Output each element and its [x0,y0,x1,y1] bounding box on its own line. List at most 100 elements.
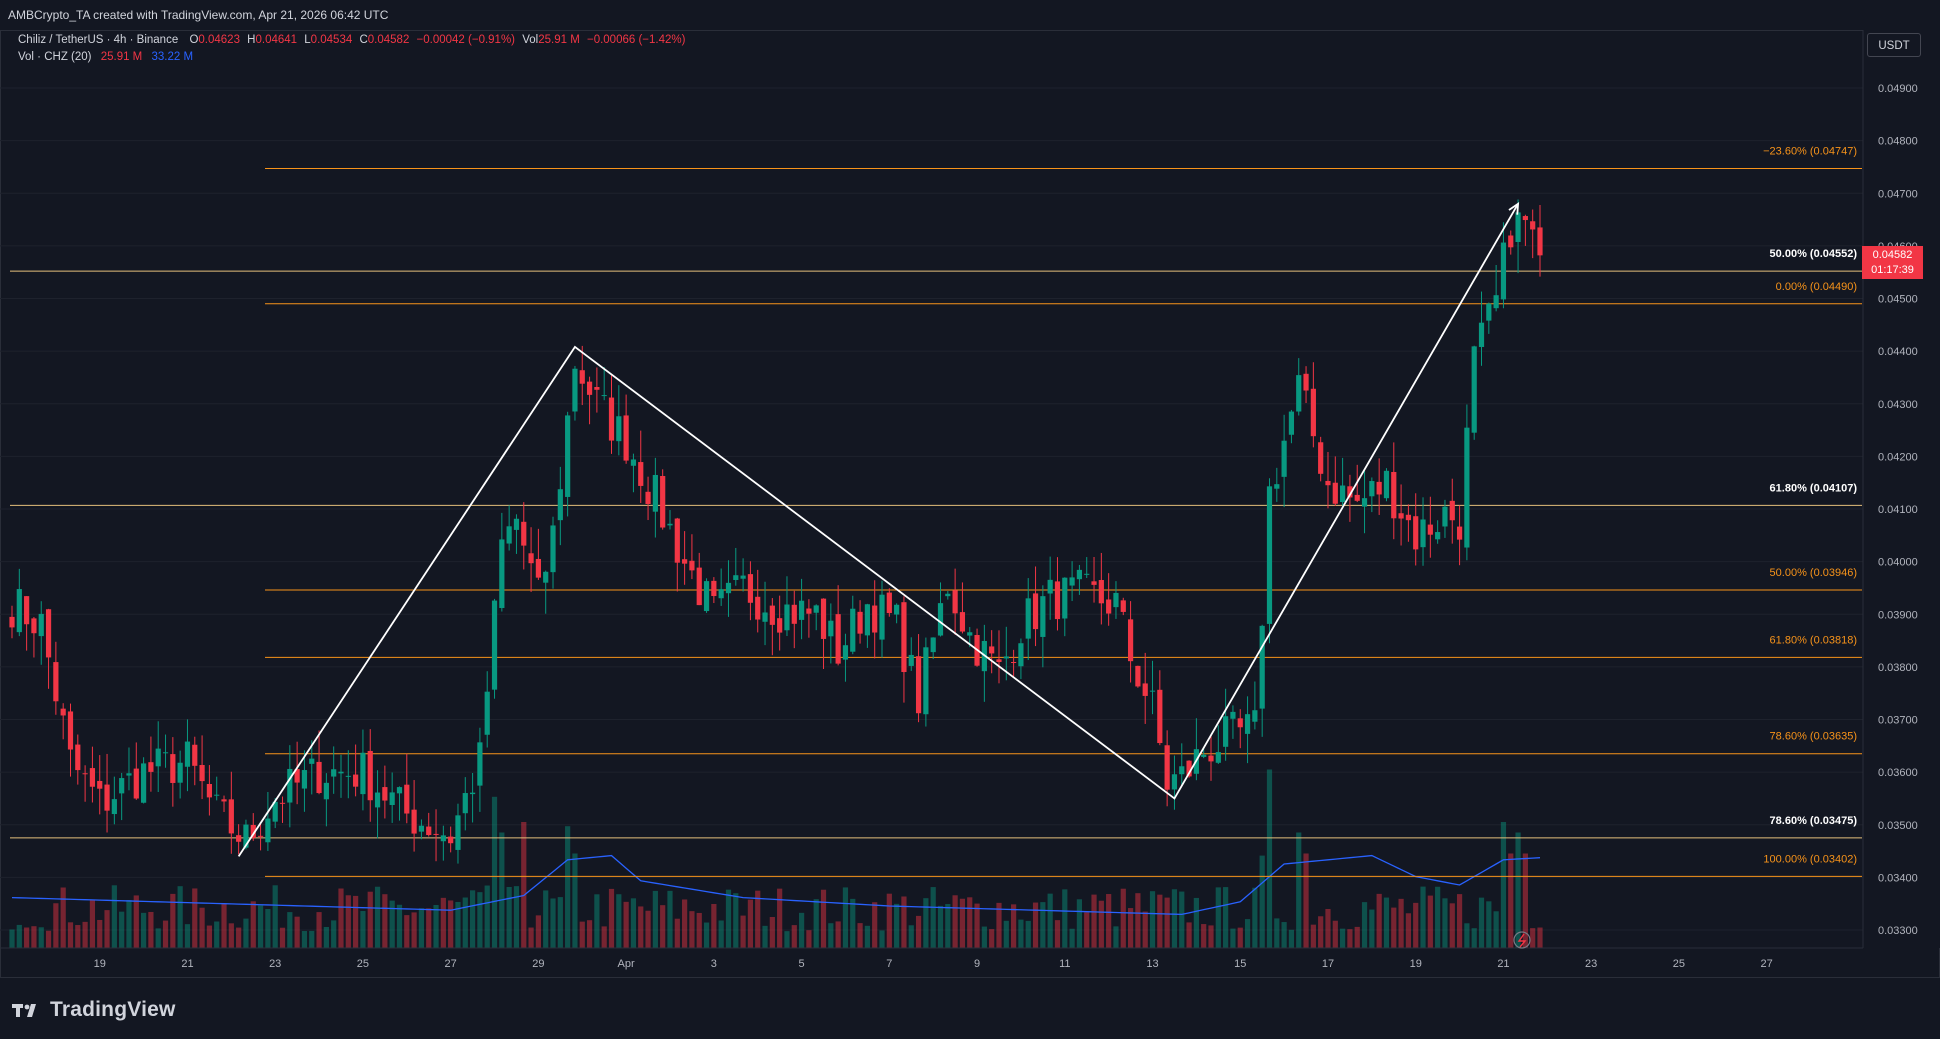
candle[interactable] [1281,414,1287,508]
candle[interactable] [338,754,344,798]
candle[interactable] [1091,556,1097,603]
candle[interactable] [1456,505,1463,566]
candle[interactable] [1464,404,1470,561]
candle[interactable] [1537,205,1543,277]
candle[interactable] [1084,557,1090,579]
candle[interactable] [1310,362,1316,448]
candle[interactable] [323,773,329,827]
candle[interactable] [1303,366,1309,403]
chart-frame[interactable] [0,30,1940,978]
candle[interactable] [703,578,710,613]
candle[interactable] [689,534,695,580]
candle[interactable] [930,637,936,660]
candle[interactable] [586,376,593,425]
candle[interactable] [1288,409,1295,444]
candle[interactable] [1493,264,1499,312]
candle[interactable] [1347,474,1353,522]
candle[interactable] [937,582,944,637]
candle[interactable] [528,527,534,592]
time-axis[interactable]: 19 21 23 25 27 29 Apr 3 5 7 9 11 13 15 17 19 21 23 25 27 [0,931,1863,970]
candle[interactable] [1274,467,1280,502]
candle[interactable] [601,367,607,401]
candle[interactable] [31,616,37,658]
candle[interactable] [404,753,410,824]
candle[interactable] [60,703,66,740]
candle[interactable] [140,757,147,804]
candle[interactable] [828,603,834,664]
zigzag-path[interactable] [237,203,1519,857]
candle[interactable] [9,605,15,639]
candle[interactable] [660,469,666,530]
candle[interactable] [331,746,337,794]
candle[interactable] [440,825,446,861]
candle[interactable] [1522,214,1528,246]
candle[interactable] [499,512,505,612]
candle[interactable] [16,568,22,637]
candle[interactable] [1106,573,1112,626]
candle[interactable] [45,608,52,689]
candle[interactable] [1157,670,1163,746]
candle[interactable] [565,411,571,517]
candle[interactable] [1047,556,1053,620]
candle[interactable] [1383,468,1390,502]
candle[interactable] [769,598,775,656]
candle[interactable] [682,531,688,585]
candle[interactable] [1223,688,1229,761]
candle[interactable] [879,580,885,658]
candle[interactable] [133,742,139,800]
candle[interactable] [535,528,541,580]
candle[interactable] [1296,358,1302,416]
candle[interactable] [784,576,790,637]
candle[interactable] [1252,681,1258,730]
candle[interactable] [733,547,739,586]
candle[interactable] [1076,564,1083,595]
candle[interactable] [557,466,563,546]
candle[interactable] [864,603,870,648]
candle[interactable] [1040,585,1046,668]
candle[interactable] [294,741,300,805]
candle[interactable] [111,776,117,825]
candle[interactable] [126,747,132,791]
candle[interactable] [221,795,227,812]
candlestick-chart[interactable]: −23.60% (0.04747) 50.00% (0.04552) 0.00% (… [0,0,1940,1000]
candle[interactable] [1054,557,1061,631]
candle[interactable] [630,453,637,493]
candle[interactable] [638,430,644,504]
candle[interactable] [1500,222,1507,309]
candle[interactable] [433,809,439,862]
candle[interactable] [279,796,286,823]
candle[interactable] [1361,471,1368,534]
candle[interactable] [89,746,96,803]
candle[interactable] [1376,458,1382,515]
candle[interactable] [1149,660,1156,715]
candle[interactable] [170,737,176,807]
candle[interactable] [374,770,381,839]
candle[interactable] [1478,291,1485,366]
candle[interactable] [740,558,746,592]
candle[interactable] [1018,638,1024,680]
candle[interactable] [1318,436,1324,482]
candle[interactable] [711,577,717,604]
candle[interactable] [1120,597,1126,616]
candle[interactable] [908,637,914,671]
candle[interactable] [1062,577,1068,637]
candle[interactable] [923,637,929,727]
candle[interactable] [755,569,761,633]
candle[interactable] [959,582,966,634]
candle[interactable] [594,367,600,413]
candle[interactable] [1266,478,1273,644]
candle[interactable] [1332,456,1338,506]
candle[interactable] [265,792,271,851]
candle[interactable] [1413,493,1419,566]
candle[interactable] [718,568,724,606]
candle[interactable] [996,630,1002,684]
candle[interactable] [667,510,673,530]
candle[interactable] [491,598,498,699]
candle[interactable] [1405,504,1412,542]
candle[interactable] [382,765,388,819]
candle[interactable] [309,740,315,795]
candle[interactable] [38,601,44,665]
candle[interactable] [448,826,454,853]
price-axis[interactable]: 0.049000.048000.047000.046000.045000.044… [1862,30,1940,948]
candle[interactable] [1340,457,1346,507]
